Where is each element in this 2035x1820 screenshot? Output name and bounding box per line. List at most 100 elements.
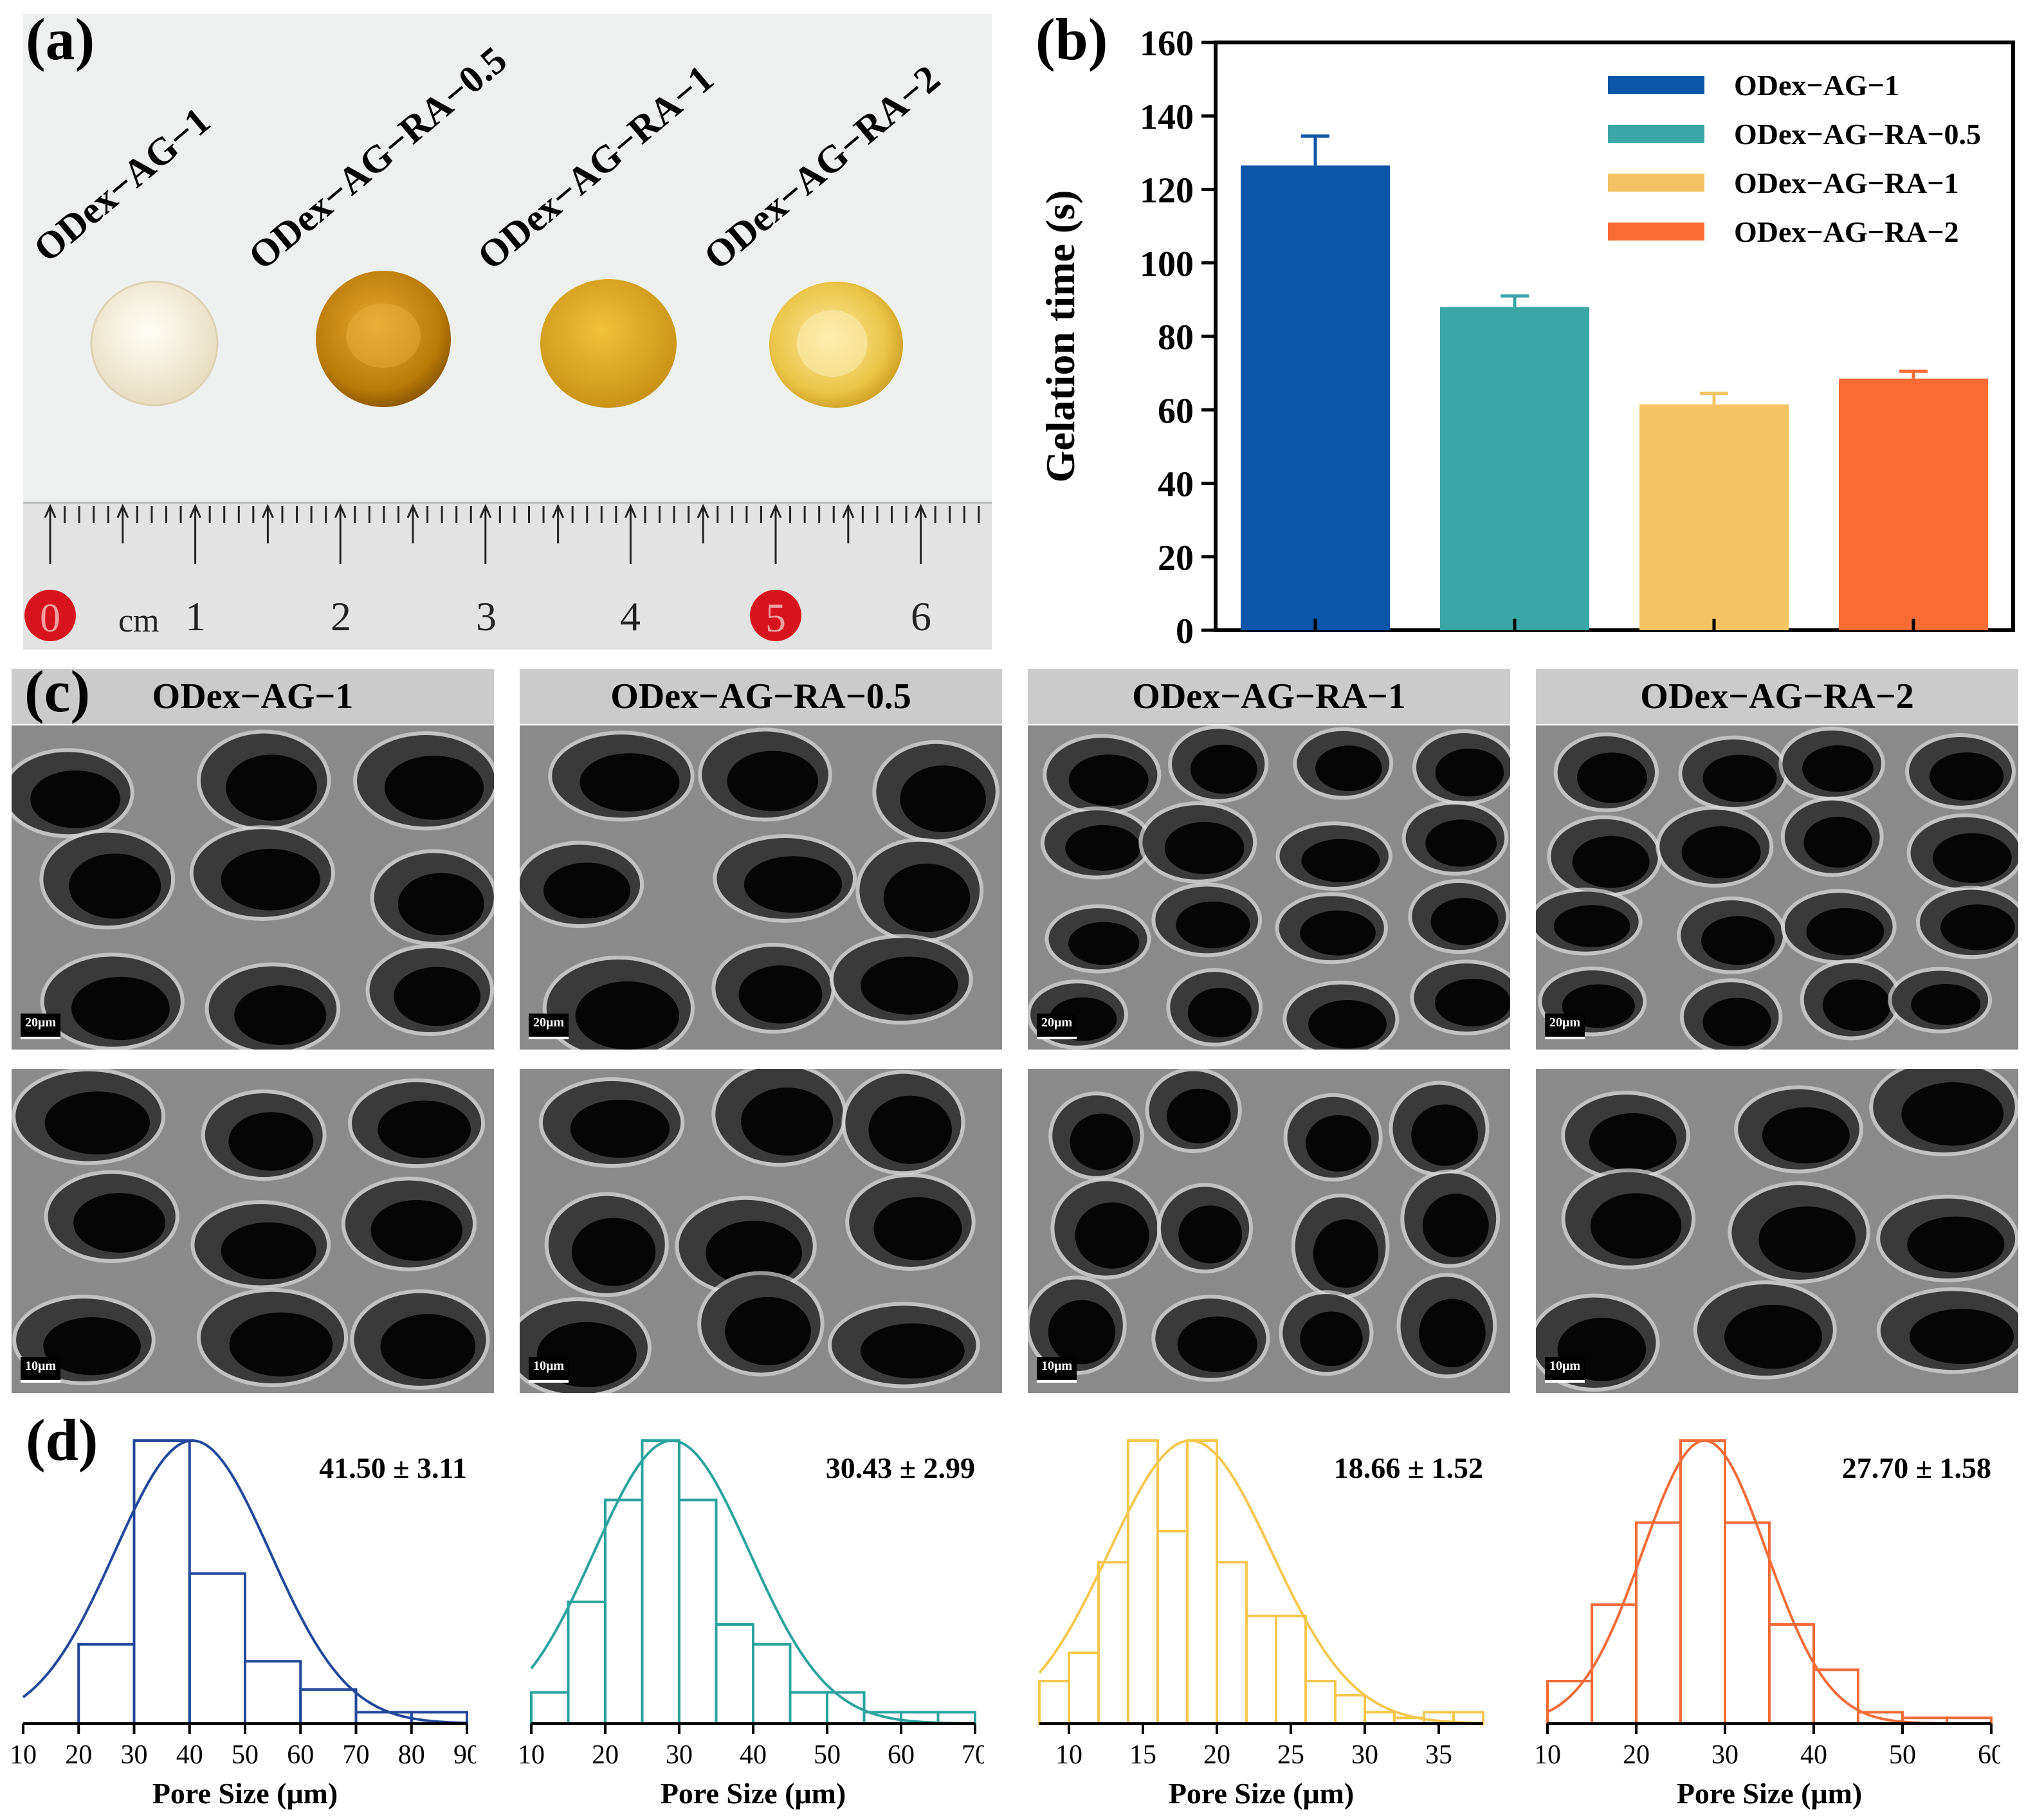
legend-label-4: ODex−AG−RA−2 <box>1734 215 1959 248</box>
bar-4 <box>1839 378 1988 630</box>
y-tick-label: 140 <box>1140 97 1194 137</box>
pore-size-stat: 27.70 ± 1.58 <box>1842 1451 1991 1484</box>
bar-2 <box>1440 307 1589 630</box>
x-tick-label: 40 <box>1800 1740 1827 1770</box>
hist-bin <box>641 1439 680 1725</box>
hist-bin <box>1724 1521 1771 1725</box>
x-tick-label: 10 <box>1055 1740 1082 1770</box>
sem-image-4-high-mag: 10μm <box>1536 1069 2018 1393</box>
x-tick-label: 50 <box>1889 1740 1916 1770</box>
scale-bar: 10μm <box>1545 1357 1585 1383</box>
x-axis-label: Pore Size (μm) <box>1677 1777 1862 1810</box>
bar-1 <box>1241 165 1390 630</box>
error-bar-1 <box>1301 134 1329 166</box>
sem-image-2-high-mag: 10μm <box>520 1069 1002 1393</box>
sem-image-1-low-mag: 20μm <box>12 725 494 1050</box>
hist-bin <box>1097 1561 1129 1725</box>
error-bar-4 <box>1899 369 1928 379</box>
bar-3 <box>1639 404 1789 630</box>
scale-bar: 20μm <box>21 1014 60 1039</box>
legend-label-1: ODex−AG−1 <box>1734 69 1899 102</box>
sample-disc-2 <box>316 271 451 407</box>
pore-size-stat: 18.66 ± 1.52 <box>1334 1451 1483 1484</box>
hist-bin <box>132 1439 191 1725</box>
y-tick-label: 120 <box>1140 171 1194 211</box>
scale-bar: 20μm <box>1545 1014 1585 1039</box>
x-tick-label: 30 <box>1351 1740 1378 1770</box>
x-tick-label: 30 <box>121 1740 148 1770</box>
x-tick-label: 15 <box>1129 1740 1156 1770</box>
sem-header-4: ODex−AG−RA−2 <box>1536 669 2018 724</box>
hist-bin <box>354 1711 413 1725</box>
hist-bin <box>1304 1680 1337 1725</box>
sample-disc-3 <box>540 279 677 408</box>
histogram-1: 10 20 30 40 50 60 70 80 90 Pore Size (μm) 41.50 ± … <box>10 1439 476 1810</box>
scale-bar: 10μm <box>21 1357 60 1383</box>
sem-image-4-low-mag: 20μm <box>1536 725 2018 1050</box>
x-tick-label: 50 <box>232 1740 259 1770</box>
x-tick-label: 20 <box>1623 1740 1650 1770</box>
x-tick-label: 70 <box>343 1740 370 1770</box>
sem-header-3: ODex−AG−RA−1 <box>1028 669 1510 724</box>
ruler-number-5: 5 <box>765 595 786 641</box>
error-bar-2 <box>1501 294 1529 307</box>
legend-swatch-4 <box>1608 223 1704 241</box>
hist-bin <box>1812 1668 1859 1725</box>
x-tick-label: 40 <box>176 1740 203 1770</box>
sample-disc-4 <box>769 282 903 408</box>
ruler-number-4: 4 <box>620 594 641 639</box>
hist-bin <box>1364 1711 1396 1725</box>
gelation-time-chart: 0 20 40 60 80 100 120 140 160 ODex−AG−1 ODex−AG−R… <box>1003 0 2035 651</box>
x-tick-label: 20 <box>65 1740 92 1770</box>
photo-canvas: ODex−AG−1 ODex−AG−RA−0.5 ODex−AG−RA−1 OD… <box>23 14 992 650</box>
hist-bin <box>1186 1439 1218 1725</box>
hist-bin <box>567 1600 607 1725</box>
hist-bin <box>1334 1694 1366 1725</box>
x-axis-label: Pore Size (μm) <box>152 1777 338 1810</box>
x-tick-label: 50 <box>814 1740 841 1770</box>
hist-bin <box>1245 1614 1277 1725</box>
panel-label-a: (a) <box>26 6 95 72</box>
scale-bar: 20μm <box>1037 1014 1077 1039</box>
hist-bin <box>299 1688 358 1725</box>
legend-swatch-2 <box>1608 125 1704 143</box>
panel-label-d: (d) <box>26 1407 98 1473</box>
y-tick-label: 80 <box>1158 318 1194 358</box>
pore-size-histograms: 10 20 30 40 50 60 70 80 90 Pore Size (μm) 41.50 ± … <box>0 1396 2035 1820</box>
sem-image-3-low-mag: 20μm <box>1028 725 1510 1050</box>
x-tick-label: 40 <box>740 1740 767 1770</box>
x-tick-label: 80 <box>398 1740 425 1770</box>
ruler-number-3: 3 <box>476 594 497 639</box>
x-tick-label: 60 <box>888 1740 915 1770</box>
normal-fit-curve <box>1038 1439 1484 1725</box>
error-bar-3 <box>1700 392 1728 405</box>
panel-label-b: (b) <box>1036 6 1108 72</box>
y-tick-label: 0 <box>1176 612 1194 650</box>
y-axis-ticks: 0 20 40 60 80 100 120 140 160 <box>1140 24 1216 651</box>
histogram-4: 10 20 30 40 50 60 Pore Size (μm) 27.70 ± 1.58 <box>1534 1439 2000 1810</box>
x-tick-label: 70 <box>962 1740 984 1770</box>
sem-header-1: ODex−AG−1 <box>12 669 494 724</box>
x-tick-label: 30 <box>1711 1740 1738 1770</box>
sem-panel: ODex−AG−1 20μm 10μm ODex−AG−RA−0.5 20μm 10μm O… <box>0 656 2035 1396</box>
y-axis-label: Gelation time (s) <box>1037 190 1083 483</box>
x-axis-label: Pore Size (μm) <box>1169 1777 1354 1810</box>
y-tick-label: 60 <box>1158 391 1194 431</box>
ruler-number-1: 1 <box>185 594 206 639</box>
hist-bin <box>678 1498 718 1725</box>
y-tick-label: 160 <box>1140 24 1194 64</box>
y-tick-label: 100 <box>1140 244 1194 284</box>
legend-label-3: ODex−AG−RA−1 <box>1734 167 1959 199</box>
hist-bin <box>188 1572 246 1725</box>
x-tick-label: 25 <box>1277 1740 1304 1770</box>
ruler-number-0: 0 <box>40 595 60 641</box>
hist-bin <box>530 1691 570 1725</box>
scale-bar: 10μm <box>1037 1357 1077 1383</box>
y-tick-label: 20 <box>1158 538 1194 578</box>
hist-bin <box>789 1691 828 1725</box>
hydrogel-photo: ODex−AG−1 ODex−AG−RA−0.5 ODex−AG−RA−1 OD… <box>23 14 992 650</box>
ruler-marker-5 <box>750 590 801 641</box>
pore-size-stat: 30.43 ± 2.99 <box>826 1451 975 1484</box>
sample-disc-1 <box>90 280 219 406</box>
sem-image-3-high-mag: 10μm <box>1028 1069 1510 1393</box>
